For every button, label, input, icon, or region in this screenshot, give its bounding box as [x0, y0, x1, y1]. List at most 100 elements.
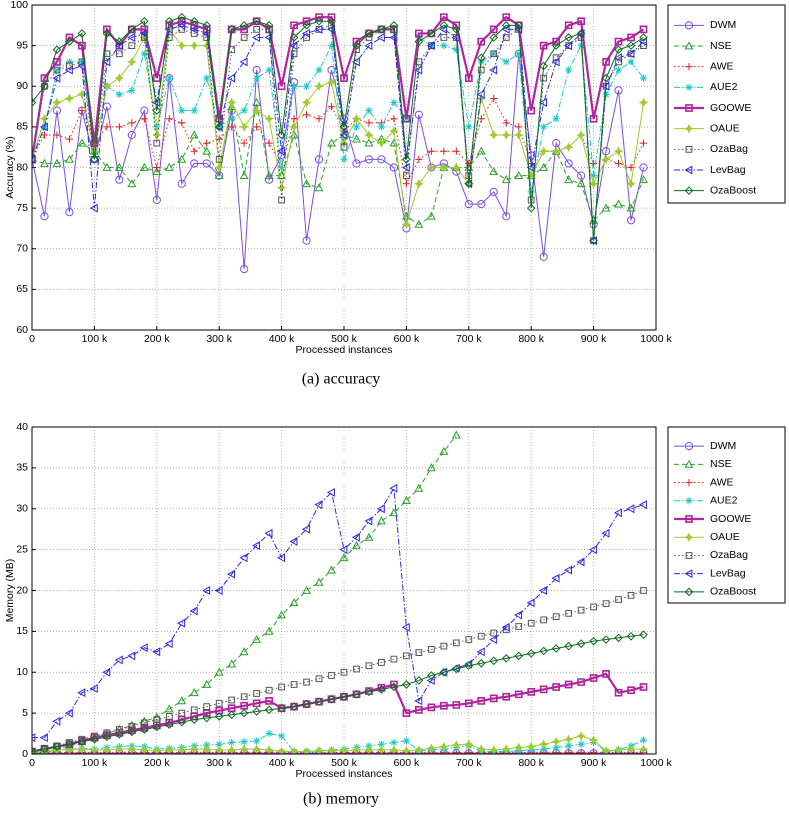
marker — [539, 41, 548, 50]
marker — [515, 123, 523, 131]
marker — [64, 708, 73, 718]
marker — [364, 155, 374, 164]
marker — [52, 716, 61, 726]
marker — [202, 679, 212, 688]
marker — [277, 610, 287, 619]
marker — [539, 685, 548, 694]
marker — [127, 25, 137, 34]
marker — [265, 697, 273, 705]
marker — [352, 540, 361, 549]
marker — [439, 667, 449, 677]
legend-label: AUE2 — [710, 81, 738, 93]
marker — [551, 57, 560, 67]
x-tick-label: 700 k — [456, 757, 482, 769]
marker — [301, 28, 310, 38]
marker — [240, 738, 248, 746]
marker — [614, 86, 623, 95]
marker — [477, 199, 486, 209]
marker — [252, 634, 262, 643]
marker — [240, 264, 249, 274]
marker — [326, 77, 337, 87]
marker — [215, 155, 223, 163]
marker — [526, 163, 535, 172]
marker — [65, 58, 74, 66]
marker — [401, 495, 411, 504]
marker — [201, 744, 212, 754]
marker — [302, 699, 311, 709]
marker — [276, 553, 285, 563]
marker — [177, 20, 186, 30]
marker — [190, 706, 198, 714]
series-line — [32, 53, 645, 270]
marker — [127, 33, 136, 42]
marker — [303, 34, 310, 41]
marker — [513, 130, 524, 140]
y-tick-label: 25 — [16, 543, 28, 555]
marker — [501, 654, 511, 663]
marker — [452, 46, 460, 54]
marker — [189, 40, 200, 51]
marker — [153, 163, 161, 172]
legend: DWM NSE AWE AUE2 GOOWE OAUE OzaBag LevBag OzaBoo… — [667, 4, 786, 204]
marker — [53, 58, 61, 66]
marker — [228, 123, 236, 131]
marker — [513, 742, 524, 753]
marker — [202, 28, 211, 38]
marker — [451, 33, 460, 42]
marker — [577, 678, 585, 686]
marker — [239, 647, 249, 656]
marker — [115, 37, 124, 46]
marker — [415, 649, 423, 657]
marker — [590, 748, 598, 754]
marker — [684, 459, 694, 468]
marker — [601, 746, 611, 754]
marker — [684, 41, 694, 50]
marker — [402, 180, 410, 188]
marker — [302, 82, 311, 90]
marker — [165, 74, 173, 82]
marker — [128, 722, 136, 730]
x-tick-label: 600 k — [394, 333, 420, 345]
marker — [685, 515, 693, 523]
marker — [153, 716, 161, 724]
marker — [540, 74, 548, 82]
marker — [414, 179, 424, 189]
marker — [564, 175, 574, 184]
marker — [527, 619, 535, 627]
marker — [40, 74, 49, 82]
marker — [365, 34, 373, 41]
marker — [602, 670, 610, 678]
marker — [89, 203, 98, 213]
legend-label: LevBag — [710, 164, 746, 176]
marker — [102, 57, 111, 67]
legend-label: GOOWE — [710, 102, 751, 114]
marker — [526, 649, 536, 658]
marker — [526, 203, 536, 213]
marker — [90, 139, 99, 147]
marker — [589, 674, 598, 682]
marker — [589, 220, 598, 229]
x-tick-label: 300 k — [206, 333, 232, 345]
marker — [490, 94, 498, 103]
marker — [489, 656, 499, 666]
x-tick-label: 500 k — [331, 757, 357, 769]
marker — [352, 690, 361, 699]
marker — [563, 734, 574, 745]
marker — [476, 89, 485, 99]
marker — [627, 58, 635, 66]
marker — [390, 98, 398, 107]
marker — [227, 659, 237, 668]
marker — [114, 162, 124, 171]
marker — [252, 65, 261, 75]
marker — [601, 635, 611, 644]
marker — [464, 199, 473, 209]
marker — [427, 147, 435, 155]
x-tick-label: 700 k — [456, 333, 482, 345]
marker — [501, 130, 512, 140]
marker — [264, 21, 274, 30]
marker — [502, 692, 511, 701]
marker — [265, 139, 273, 147]
marker — [215, 740, 223, 748]
marker — [614, 633, 623, 643]
